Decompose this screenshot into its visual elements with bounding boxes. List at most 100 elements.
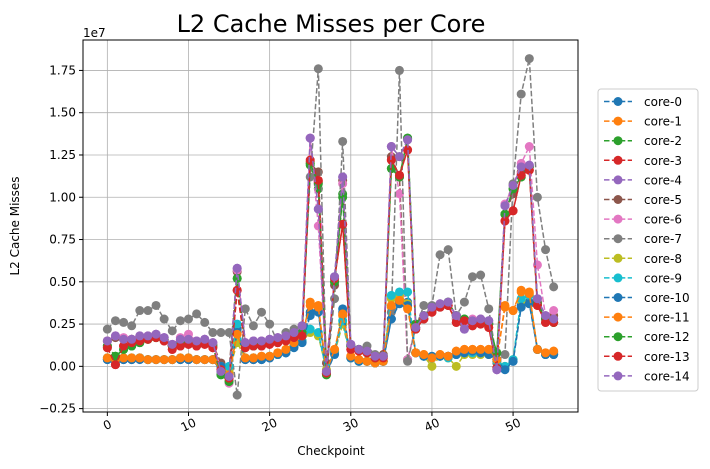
legend-label: core-14 (644, 369, 690, 383)
data-point (175, 316, 185, 326)
data-point (459, 344, 469, 354)
legend-label: core-7 (644, 232, 682, 246)
data-point (403, 304, 413, 314)
data-point (248, 321, 258, 331)
data-point (232, 329, 242, 339)
data-point (362, 346, 372, 356)
legend-marker (613, 155, 623, 165)
data-point (500, 216, 510, 226)
legend-marker (613, 371, 623, 381)
data-point (500, 302, 510, 312)
data-point (346, 339, 356, 349)
data-point (516, 302, 526, 312)
legend-item: core-8 (604, 252, 682, 266)
legend-label: core-11 (644, 311, 690, 325)
data-point (240, 338, 250, 348)
data-point (476, 270, 486, 280)
y-axis: −0.25 0.00 0.25 0.50 0.75 1.00 1.25 1.50 1.75 (39, 63, 83, 416)
data-point (508, 306, 518, 316)
plot-frame (82, 39, 579, 413)
legend-marker (613, 175, 623, 185)
data-point (257, 307, 267, 317)
data-point (232, 390, 242, 400)
x-axis-label: Checkpoint (297, 444, 365, 458)
data-point (183, 314, 193, 324)
data-point (167, 326, 177, 336)
data-point (532, 344, 542, 354)
data-point (127, 321, 137, 331)
legend-marker (613, 312, 623, 322)
data-point (224, 328, 234, 338)
data-point (240, 353, 250, 363)
data-point (143, 355, 153, 365)
data-point (403, 135, 413, 145)
data-point (484, 322, 494, 332)
data-point (435, 250, 445, 260)
data-point (248, 336, 258, 346)
data-point (524, 289, 534, 299)
data-point (297, 338, 307, 348)
data-point (500, 350, 510, 360)
data-point (313, 175, 323, 185)
data-point (419, 350, 429, 360)
data-point (297, 331, 307, 341)
data-point (541, 245, 551, 255)
data-point (159, 355, 169, 365)
data-point (313, 302, 323, 312)
data-point (476, 314, 486, 324)
data-point (541, 317, 551, 327)
data-point (208, 338, 218, 348)
data-point (313, 204, 323, 214)
legend-marker (613, 293, 623, 302)
data-point (110, 331, 120, 341)
data-point (127, 334, 137, 344)
data-point (354, 355, 364, 365)
legend-item: core-0 (604, 95, 682, 109)
data-point (143, 306, 153, 316)
chart-title: L2 Cache Misses per Core (177, 10, 486, 38)
data-point (427, 302, 437, 312)
data-point (208, 328, 218, 338)
data-point (524, 142, 534, 152)
data-point (549, 282, 559, 292)
data-point (508, 356, 518, 366)
legend-label: core-2 (644, 134, 682, 148)
data-point (265, 319, 275, 329)
legend-marker (613, 97, 623, 106)
data-point (313, 221, 323, 231)
legend-item: core-11 (604, 311, 690, 325)
data-point (135, 353, 145, 363)
data-point (216, 328, 226, 338)
legend-label: core-9 (644, 271, 682, 285)
data-point (516, 162, 526, 172)
data-point (411, 348, 421, 358)
data-point (289, 328, 299, 338)
data-point (119, 334, 129, 344)
data-point (192, 336, 202, 346)
data-point (200, 334, 210, 344)
y-axis-label: L2 Cache Misses (8, 176, 22, 275)
data-point (305, 300, 315, 310)
data-point (541, 348, 551, 358)
y-tick-label: 0.25 (49, 317, 76, 331)
data-point (151, 329, 161, 339)
data-point (419, 311, 429, 321)
data-point (394, 170, 404, 180)
data-point (330, 344, 340, 354)
data-point (248, 353, 258, 363)
y-tick-label: 1.00 (49, 190, 76, 204)
y-offset-label: 1e7 (83, 26, 106, 40)
data-point (443, 351, 453, 361)
data-point (468, 272, 478, 282)
legend-label: core-8 (644, 252, 682, 266)
legend-item: core-10 (604, 291, 690, 305)
series-layer (102, 54, 559, 400)
data-point (313, 64, 323, 74)
data-point (297, 321, 307, 331)
data-point (524, 160, 534, 170)
data-point (346, 351, 356, 361)
data-point (224, 361, 234, 371)
data-point (500, 201, 510, 211)
x-axis: 0 10 20 30 40 50 (101, 412, 523, 435)
data-point (175, 334, 185, 344)
